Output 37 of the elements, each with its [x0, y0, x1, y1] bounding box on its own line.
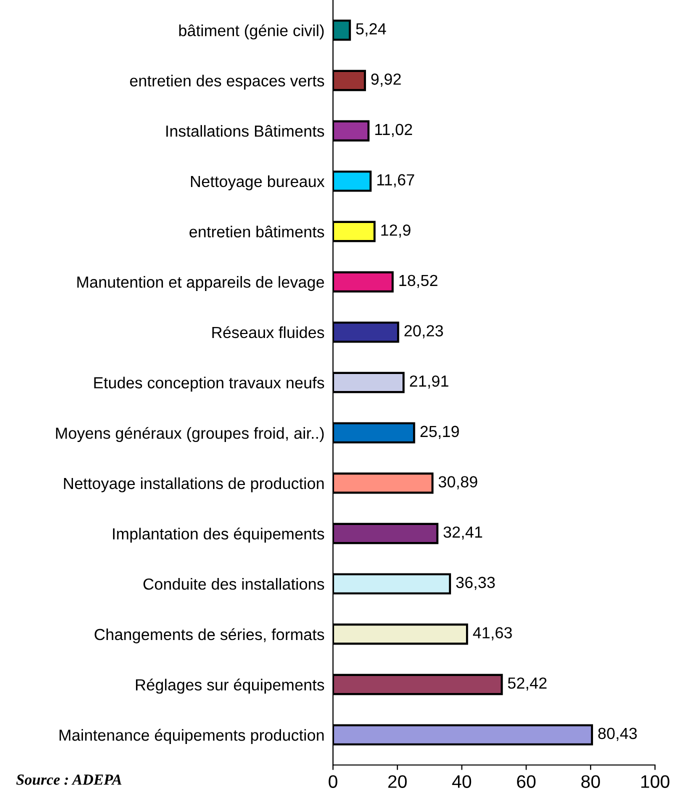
y-tick-label: Moyens généraux (groupes froid, air..): [56, 426, 324, 442]
y-tick-label: Nettoyage installations de production: [64, 477, 324, 492]
x-tick-label: 0: [328, 775, 338, 788]
data-label: 12,9: [381, 224, 410, 238]
data-label: 9,92: [371, 74, 401, 87]
source-note: Source : ADEPA: [16, 774, 122, 785]
y-tick-label: Manutention et appareils de levage: [77, 276, 324, 291]
y-tick-label: Réseaux fluides: [212, 326, 324, 338]
data-label: 36,33: [456, 576, 495, 590]
data-label: 25,19: [420, 426, 459, 440]
data-label: 5,24: [356, 23, 386, 36]
y-tick-label: entretien bâtiments: [190, 226, 324, 238]
y-tick-label: entretien des espaces verts: [130, 74, 324, 90]
x-tick-label: 60: [517, 775, 536, 788]
data-label: 21,91: [410, 375, 448, 389]
data-label: 32,41: [444, 526, 482, 540]
y-tick-label: Implantation des équipements: [113, 528, 324, 543]
data-label: 18,52: [399, 274, 438, 288]
data-label: 11,67: [377, 174, 414, 188]
data-label: 11,02: [375, 124, 412, 138]
data-label: 30,89: [438, 476, 478, 490]
y-tick-label: Réglages sur équipements: [136, 678, 324, 694]
y-tick-label: Etudes conception travaux neufs: [94, 376, 324, 392]
data-label: 80,43: [598, 728, 637, 741]
x-tick-label: 20: [388, 775, 407, 788]
y-tick-label: Conduite des installations: [143, 578, 324, 590]
data-label: 41,63: [472, 627, 512, 640]
y-tick-label: Changements de séries, formats: [94, 628, 324, 644]
x-tick-label: 100: [641, 775, 670, 788]
x-tick-label: 40: [452, 775, 472, 788]
x-tick-label: 80: [581, 775, 600, 788]
data-label: 52,42: [508, 677, 547, 691]
data-label: 20,23: [404, 325, 443, 338]
y-tick-label: Nettoyage bureaux: [191, 175, 325, 190]
y-tick-label: Installations Bâtiments: [166, 125, 324, 137]
y-tick-label: Maintenance équipements production: [60, 728, 324, 744]
y-tick-label: bâtiment (génie civil): [179, 24, 324, 40]
